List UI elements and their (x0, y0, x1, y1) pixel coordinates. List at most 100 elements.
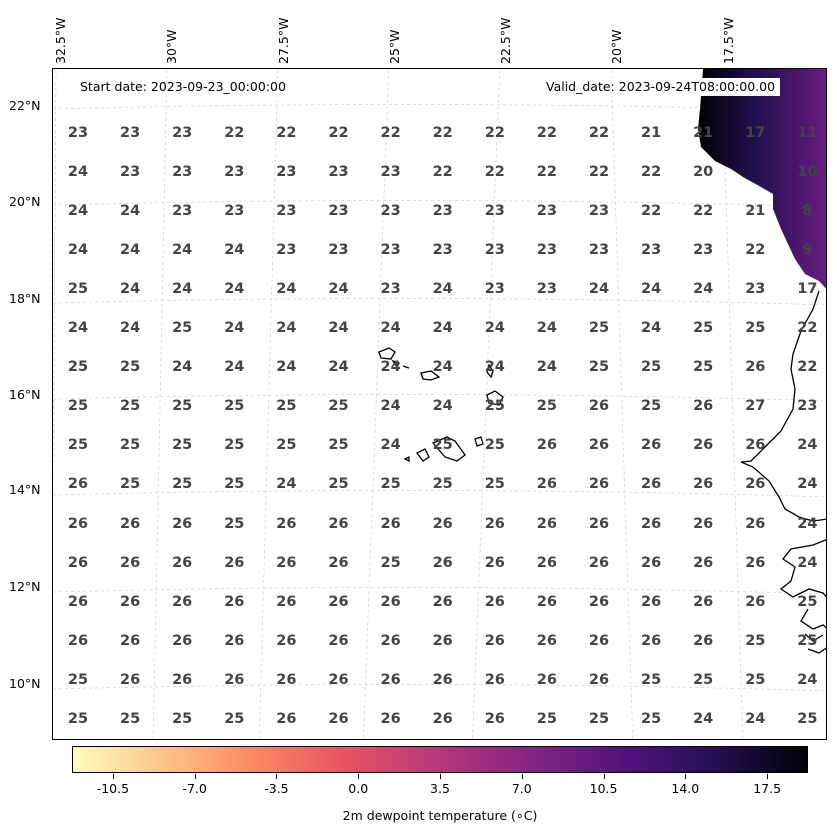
lon-label: 22.5°W (498, 17, 513, 64)
grid-value: 23 (328, 203, 349, 220)
grid-value: 26 (120, 593, 141, 610)
grid-value: 25 (588, 359, 610, 376)
grid-value: 23 (588, 242, 610, 259)
grid-value: 25 (536, 710, 557, 727)
grid-value: 25 (172, 476, 193, 493)
grid-value: 22 (328, 125, 349, 141)
valid-date-label: Valid_date: 2023-09-24T08:00:00.00 (541, 78, 781, 96)
coastline (800, 608, 826, 654)
grid-value: 24 (797, 476, 818, 493)
lon-label: 17.5°W (721, 17, 736, 64)
grid-value: 24 (432, 281, 453, 298)
grid-value: 24 (536, 320, 557, 337)
grid-value: 24 (224, 320, 245, 337)
grid-value: 23 (432, 203, 453, 220)
grid-value: 25 (588, 320, 610, 337)
grid-value: 26 (276, 515, 297, 532)
grid-value: 24 (276, 359, 297, 376)
grid-value: 26 (328, 671, 349, 688)
grid-value: 26 (588, 593, 610, 610)
grid-value: 24 (432, 320, 453, 337)
colorbar-tick-mark (112, 774, 114, 779)
grid-value: 21 (641, 125, 662, 141)
colorbar (72, 746, 808, 773)
grid-value: 25 (172, 398, 193, 415)
lat-label: 16°N (9, 387, 41, 402)
grid-value: 24 (276, 281, 297, 298)
grid-value: 24 (328, 281, 349, 298)
grid-value: 23 (224, 164, 245, 181)
grid-value: 26 (67, 554, 89, 571)
grid-value: 26 (484, 710, 505, 727)
grid-value: 23 (224, 203, 245, 220)
grid-value: 23 (693, 242, 714, 259)
grid-value: 26 (641, 554, 662, 571)
grid-value: 23 (745, 281, 766, 298)
grid-value: 25 (120, 710, 141, 727)
grid-value: 26 (380, 632, 401, 649)
grid-value: 26 (276, 593, 297, 610)
grid-value: 21 (693, 125, 714, 141)
coastline (779, 539, 826, 598)
grid-value: 26 (120, 632, 141, 649)
grid-value: 26 (67, 515, 89, 532)
grid-value: 26 (172, 593, 193, 610)
grid-value: 24 (536, 359, 557, 376)
grid-value: 26 (693, 515, 714, 532)
grid-value: 25 (172, 320, 193, 337)
grid-value: 23 (67, 125, 89, 141)
grid-value: 27 (745, 398, 766, 415)
grid-value: 25 (276, 398, 297, 415)
grid-value: 25 (693, 671, 714, 688)
grid-value: 22 (588, 164, 610, 181)
grid-value: 25 (67, 281, 89, 298)
grid-value: 23 (536, 242, 557, 259)
grid-value: 26 (224, 671, 245, 688)
grid-value: 25 (224, 710, 245, 727)
grid-value: 25 (67, 398, 89, 415)
grid-value: 22 (588, 125, 610, 141)
grid-value: 24 (380, 398, 401, 415)
grid-value: 23 (536, 203, 557, 220)
grid-value: 26 (120, 515, 141, 532)
grid-value: 23 (432, 242, 453, 259)
grid-value: 26 (536, 476, 557, 493)
grid-value: 25 (432, 476, 453, 493)
lon-label: 27.5°W (276, 17, 291, 64)
grid-value: 26 (693, 437, 714, 454)
land-shading (698, 69, 826, 289)
grid-value: 24 (120, 203, 141, 220)
grid-value: 26 (693, 632, 714, 649)
grid-value: 24 (224, 281, 245, 298)
grid-value: 23 (328, 242, 349, 259)
grid-value: 24 (797, 515, 818, 532)
grid-value: 23 (484, 242, 505, 259)
grid-value: 25 (745, 320, 766, 337)
grid-value: 26 (432, 710, 453, 727)
grid-value: 26 (484, 593, 505, 610)
grid-value: 25 (67, 710, 89, 727)
grid-value: 26 (224, 554, 245, 571)
grid-value: 22 (432, 164, 453, 181)
lon-label: 32.5°W (53, 17, 68, 64)
grid-value: 26 (172, 632, 193, 649)
lat-label: 22°N (9, 98, 41, 113)
grid-value: 25 (484, 437, 505, 454)
grid-value: 25 (380, 554, 401, 571)
grid-value: 20 (693, 164, 714, 181)
grid-value: 25 (67, 671, 89, 688)
grid-value: 25 (120, 359, 141, 376)
grid-value: 24 (328, 359, 349, 376)
grid-value: 23 (380, 203, 401, 220)
grid-value: 22 (641, 203, 662, 220)
lat-label: 10°N (9, 676, 41, 691)
grid-value: 26 (588, 437, 610, 454)
grid-value: 25 (172, 437, 193, 454)
grid-value: 25 (328, 398, 349, 415)
map-canvas (53, 69, 826, 739)
grid-value: 23 (380, 164, 401, 181)
grid-value: 24 (484, 320, 505, 337)
colorbar-tick-mark (767, 774, 769, 779)
grid-value: 26 (328, 710, 349, 727)
colorbar-tick-mark (603, 774, 605, 779)
